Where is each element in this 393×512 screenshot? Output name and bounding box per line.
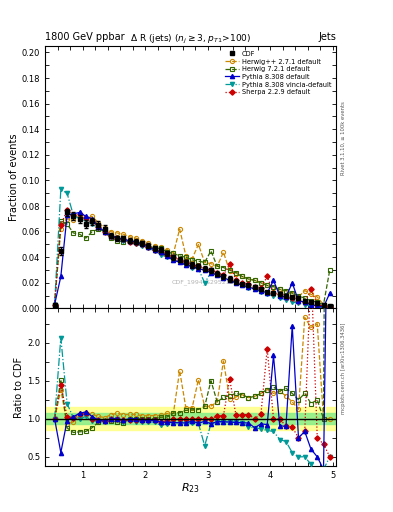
Y-axis label: Ratio to CDF: Ratio to CDF (15, 357, 24, 418)
Text: 1800 GeV ppbar: 1800 GeV ppbar (45, 32, 125, 42)
Text: mcplots.cern.ch [arXiv:1306.3436]: mcplots.cern.ch [arXiv:1306.3436] (341, 323, 346, 414)
Text: Rivet 3.1.10, ≥ 100k events: Rivet 3.1.10, ≥ 100k events (341, 101, 346, 175)
Text: Jets: Jets (318, 32, 336, 42)
Y-axis label: Fraction of events: Fraction of events (9, 134, 19, 221)
Bar (45, 408, 336, 430)
Title: $\Delta$ R (jets) ($n_j \geq 3$, $p_{T1}$>100): $\Delta$ R (jets) ($n_j \geq 3$, $p_{T1}… (130, 33, 251, 46)
Bar (45, 413, 336, 424)
Text: CDF_1994_S2952106: CDF_1994_S2952106 (172, 280, 238, 285)
X-axis label: $R_{23}$: $R_{23}$ (181, 481, 200, 495)
Legend: CDF, Herwig++ 2.7.1 default, Herwig 7.2.1 default, Pythia 8.308 default, Pythia : CDF, Herwig++ 2.7.1 default, Herwig 7.2.… (223, 50, 333, 97)
